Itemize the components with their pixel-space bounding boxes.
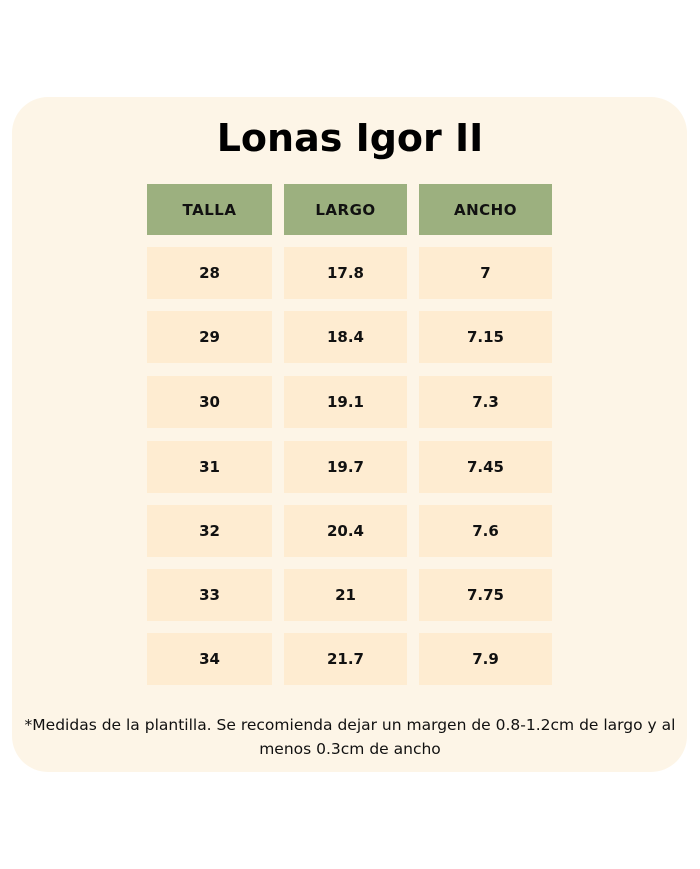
table-cell-ancho: 7.3 [419,376,552,428]
table-cell-largo: 21.7 [284,633,407,685]
table-cell-largo: 20.4 [284,505,407,557]
table-cell-largo: 19.7 [284,441,407,493]
table-cell-talla: 33 [147,569,272,621]
footnote: *Medidas de la plantilla. Se recomienda … [24,716,676,758]
table-cell-talla: 32 [147,505,272,557]
table-cell-largo: 21 [284,569,407,621]
table-cell-talla: 29 [147,311,272,363]
table-cell-ancho: 7.9 [419,633,552,685]
table-cell-largo: 18.4 [284,311,407,363]
page-title: Lonas Igor II [216,116,484,160]
table-cell-ancho: 7.45 [419,441,552,493]
header-talla: TALLA [147,184,272,235]
table-cell-ancho: 7.75 [419,569,552,621]
table-cell-largo: 17.8 [284,247,407,299]
table-cell-ancho: 7.6 [419,505,552,557]
table-cell-talla: 30 [147,376,272,428]
table-cell-talla: 31 [147,441,272,493]
table-cell-talla: 28 [147,247,272,299]
table-cell-largo: 19.1 [284,376,407,428]
header-ancho: ANCHO [419,184,552,235]
table-cell-ancho: 7 [419,247,552,299]
header-largo: LARGO [284,184,407,235]
table-cell-ancho: 7.15 [419,311,552,363]
table-cell-talla: 34 [147,633,272,685]
